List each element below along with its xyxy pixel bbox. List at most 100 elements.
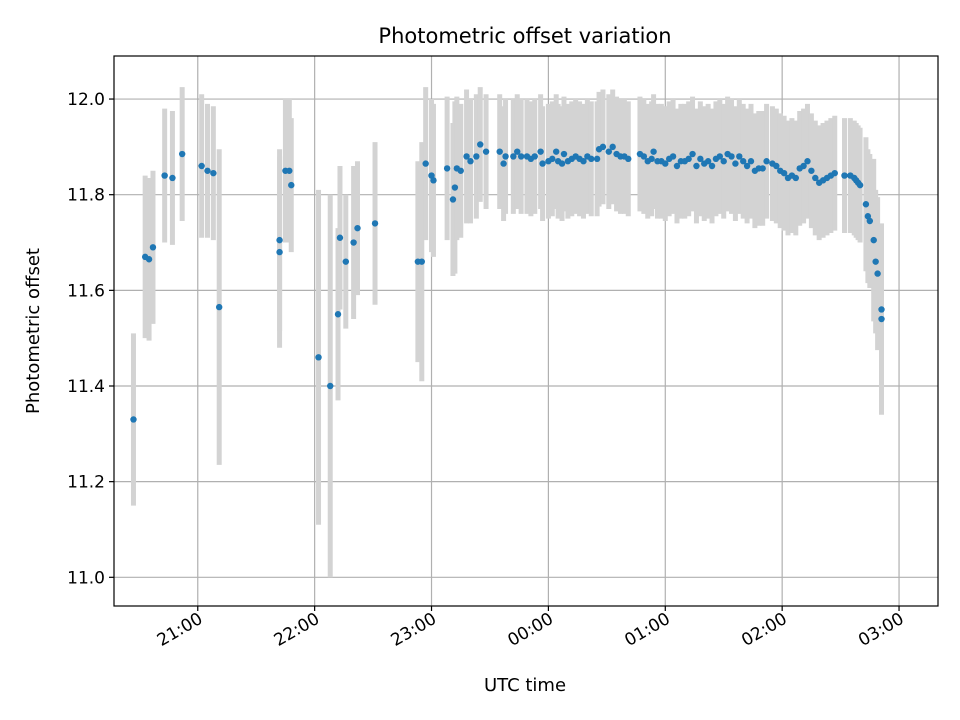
data-point — [482, 148, 490, 155]
data-point — [831, 169, 838, 177]
data-point — [800, 162, 807, 170]
data-point — [449, 196, 457, 203]
data-point — [878, 306, 885, 313]
data-point — [371, 220, 379, 227]
y-tick-label: 11.2 — [67, 473, 105, 493]
x-tick-label: 02:00 — [738, 609, 790, 651]
data-point — [862, 201, 870, 208]
y-tick-label: 11.0 — [67, 568, 105, 588]
data-point — [549, 155, 556, 163]
data-point — [689, 150, 696, 158]
data-point — [732, 160, 739, 167]
data-point — [812, 174, 819, 182]
data-point — [866, 217, 874, 225]
data-point — [430, 177, 437, 184]
data-point — [539, 160, 546, 167]
data-point — [593, 155, 601, 163]
data-point — [315, 354, 322, 361]
y-tick-label: 12.0 — [67, 90, 105, 110]
x-tick-label: 01:00 — [621, 609, 673, 651]
data-point — [161, 172, 168, 179]
data-point — [178, 150, 186, 158]
data-point — [531, 153, 538, 160]
data-point — [872, 258, 879, 265]
data-point — [736, 153, 743, 160]
plot-frame — [113, 55, 939, 607]
data-point — [763, 158, 770, 165]
data-point — [625, 155, 632, 163]
data-point — [418, 258, 425, 265]
chart-title: Photometric offset variation — [378, 24, 671, 48]
data-point — [792, 174, 799, 182]
data-point — [473, 153, 480, 160]
x-axis-label: UTC time — [484, 675, 566, 696]
y-axis-label: Photometric offset — [23, 248, 44, 414]
data-point — [588, 155, 595, 163]
x-tick-label: 00:00 — [504, 609, 556, 651]
data-point — [451, 184, 459, 191]
data-point — [673, 162, 681, 170]
data-point — [841, 172, 848, 179]
data-point — [428, 172, 435, 179]
data-point — [276, 236, 283, 244]
data-point — [716, 153, 724, 160]
data-point — [747, 158, 755, 165]
data-point — [870, 236, 877, 244]
data-point — [697, 155, 704, 163]
data-point — [502, 153, 509, 160]
data-point — [605, 148, 612, 155]
data-point — [510, 153, 517, 160]
data-point — [669, 153, 677, 160]
data-point — [580, 158, 587, 165]
data-point — [130, 416, 137, 423]
data-point — [599, 143, 607, 151]
data-point — [609, 143, 616, 151]
data-point — [467, 158, 474, 165]
data-points — [130, 141, 885, 423]
data-point — [874, 270, 881, 277]
data-point — [210, 169, 217, 177]
data-point — [204, 167, 211, 174]
data-point — [145, 256, 153, 263]
data-point — [864, 213, 872, 220]
data-point — [276, 248, 283, 256]
data-point — [808, 167, 815, 174]
data-point — [728, 153, 735, 160]
data-point — [443, 165, 451, 172]
data-point — [286, 167, 293, 174]
data-point — [149, 244, 157, 251]
x-tick-label: 23:00 — [388, 609, 440, 651]
data-point — [342, 258, 350, 265]
y-tick-label: 11.6 — [67, 281, 105, 301]
data-point — [720, 158, 727, 165]
data-point — [804, 158, 811, 165]
y-tick-label: 11.8 — [67, 186, 105, 206]
data-point — [704, 158, 712, 165]
x-tick-label: 22:00 — [271, 609, 323, 651]
data-point — [215, 303, 223, 311]
data-point — [685, 155, 692, 163]
data-point — [878, 315, 885, 323]
x-axis-ticks: 21:00 22:00 23:00 00:00 01:00 02:00 03:00 — [154, 606, 908, 651]
data-point — [552, 148, 560, 155]
data-point — [558, 160, 566, 167]
data-point — [496, 148, 503, 155]
data-point — [560, 150, 568, 158]
data-point — [740, 158, 747, 165]
data-point — [773, 162, 780, 170]
data-point — [198, 162, 205, 170]
data-point — [759, 165, 766, 172]
data-point — [693, 162, 700, 170]
x-tick-label: 03:00 — [855, 609, 907, 651]
data-point — [288, 181, 295, 189]
x-tick-label: 21:00 — [154, 609, 206, 651]
data-point — [422, 160, 429, 167]
data-point — [537, 148, 544, 155]
data-point — [354, 224, 361, 232]
data-point — [743, 162, 751, 170]
y-axis-ticks: 11.0 11.2 11.4 11.6 11.8 12.0 — [67, 90, 114, 588]
data-point — [650, 148, 657, 155]
data-point — [517, 153, 525, 160]
data-point — [334, 311, 342, 318]
